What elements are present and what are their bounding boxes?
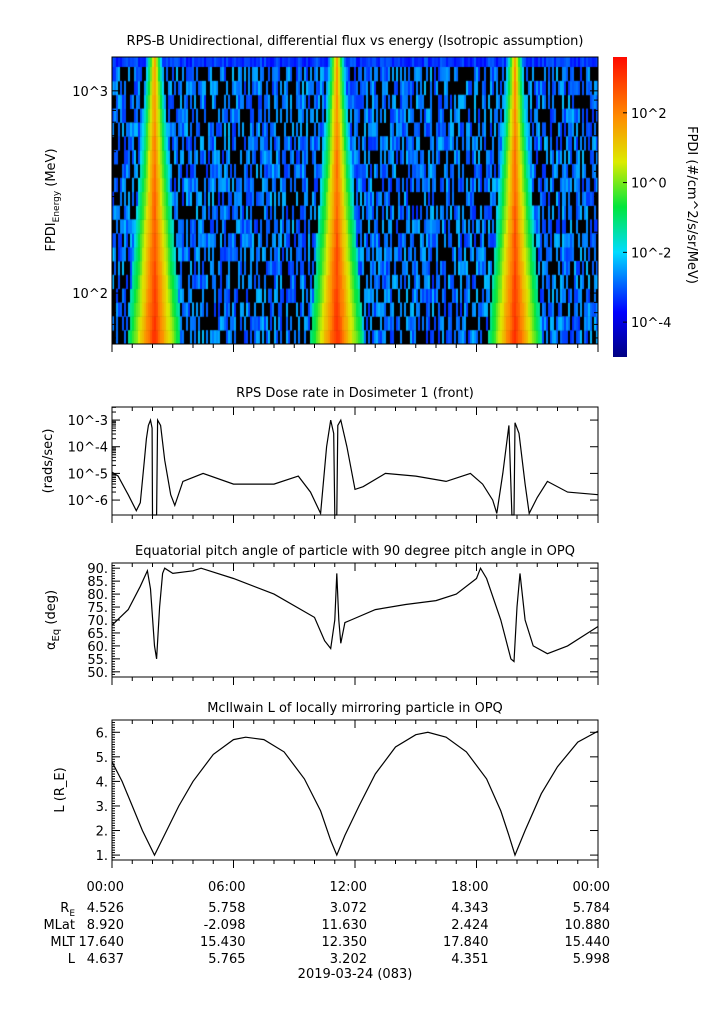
row-value: 10.880: [565, 918, 611, 933]
colorbar-tick-label: 10^0: [631, 177, 667, 192]
y-tick-label: 10^-3: [68, 414, 108, 429]
pitch-title: Equatorial pitch angle of particle with …: [135, 544, 575, 559]
panel-frame: [111, 56, 599, 345]
y-tick-label: 80.: [87, 588, 108, 603]
time-tick-label: 00:00: [573, 880, 610, 895]
l-shell-line: [111, 730, 599, 857]
spectrogram-title: RPS-B Unidirectional, differential flux …: [127, 34, 584, 49]
y-tick-label: 10^2: [72, 287, 108, 302]
row-value: -2.098: [204, 918, 246, 933]
row-value: 5.784: [573, 901, 610, 916]
y-tick-label: 1.: [96, 849, 108, 864]
spectrogram-ylabel: FPDIEnergy (MeV): [44, 148, 62, 251]
colorbar: [613, 57, 627, 357]
panel-frame: [111, 406, 599, 516]
y-tick-label: 10^-4: [68, 441, 108, 456]
row-value: 4.343: [451, 901, 488, 916]
row-value: 4.526: [87, 901, 124, 916]
row-value: 12.350: [322, 935, 368, 950]
y-tick-label: 75.: [87, 601, 108, 616]
row-value: 17.640: [79, 935, 125, 950]
panel-frame: [111, 719, 599, 861]
time-tick-label: 06:00: [208, 880, 245, 895]
pitch-angle-line: [111, 566, 599, 663]
y-tick-label: 65.: [87, 627, 108, 642]
date-label: 2019-03-24 (083): [298, 967, 413, 982]
dose-title: RPS Dose rate in Dosimeter 1 (front): [236, 386, 474, 401]
row-value: 4.637: [87, 952, 124, 967]
time-tick-label: 00:00: [87, 880, 124, 895]
y-tick-label: 10^3: [72, 85, 108, 100]
y-tick-label: 10^-5: [68, 467, 108, 482]
lshell-title: McIlwain L of locally mirroring particle…: [207, 701, 503, 716]
colorbar-tick-label: 10^-2: [631, 246, 671, 261]
pitch-ylabel: αEq (deg): [44, 590, 62, 650]
y-tick-label: 85.: [87, 575, 108, 590]
row-value: 2.424: [451, 918, 488, 933]
row-value: 11.630: [322, 918, 368, 933]
y-tick-label: 5.: [96, 751, 108, 766]
row-label: RE: [60, 901, 75, 919]
y-tick-label: 6.: [96, 726, 108, 741]
y-tick-label: 60.: [87, 640, 108, 655]
row-value: 8.920: [87, 918, 124, 933]
y-tick-label: 4.: [96, 775, 108, 790]
row-value: 4.351: [451, 952, 488, 967]
row-value: 3.072: [330, 901, 367, 916]
y-tick-label: 55.: [87, 653, 108, 668]
dose-ylabel: (rads/sec): [41, 429, 56, 494]
row-value: 15.430: [200, 935, 246, 950]
row-label: MLat: [43, 918, 75, 933]
y-tick-label: 3.: [96, 800, 108, 815]
colorbar-tick-label: 10^-4: [631, 316, 671, 331]
row-label: MLT: [50, 935, 75, 950]
y-tick-label: 70.: [87, 614, 108, 629]
row-value: 3.202: [330, 952, 367, 967]
y-tick-label: 50.: [87, 666, 108, 681]
time-tick-label: 18:00: [451, 880, 488, 895]
y-tick-label: 2.: [96, 825, 108, 840]
colorbar-label: FPDI (#/cm^2/s/sr/MeV): [684, 126, 699, 284]
row-value: 15.440: [565, 935, 611, 950]
row-value: 17.840: [443, 935, 489, 950]
row-value: 5.998: [573, 952, 610, 967]
y-tick-label: 90.: [87, 562, 108, 577]
row-label: L: [68, 952, 76, 967]
y-tick-label: 10^-6: [68, 494, 108, 509]
lshell-ylabel: L (R_E): [53, 767, 68, 812]
colorbar-tick-label: 10^2: [631, 107, 667, 122]
dose-rate-line: [111, 417, 599, 516]
row-value: 5.765: [208, 952, 245, 967]
time-tick-label: 12:00: [330, 880, 367, 895]
spectrogram-image: [112, 57, 598, 344]
row-value: 5.758: [208, 901, 245, 916]
